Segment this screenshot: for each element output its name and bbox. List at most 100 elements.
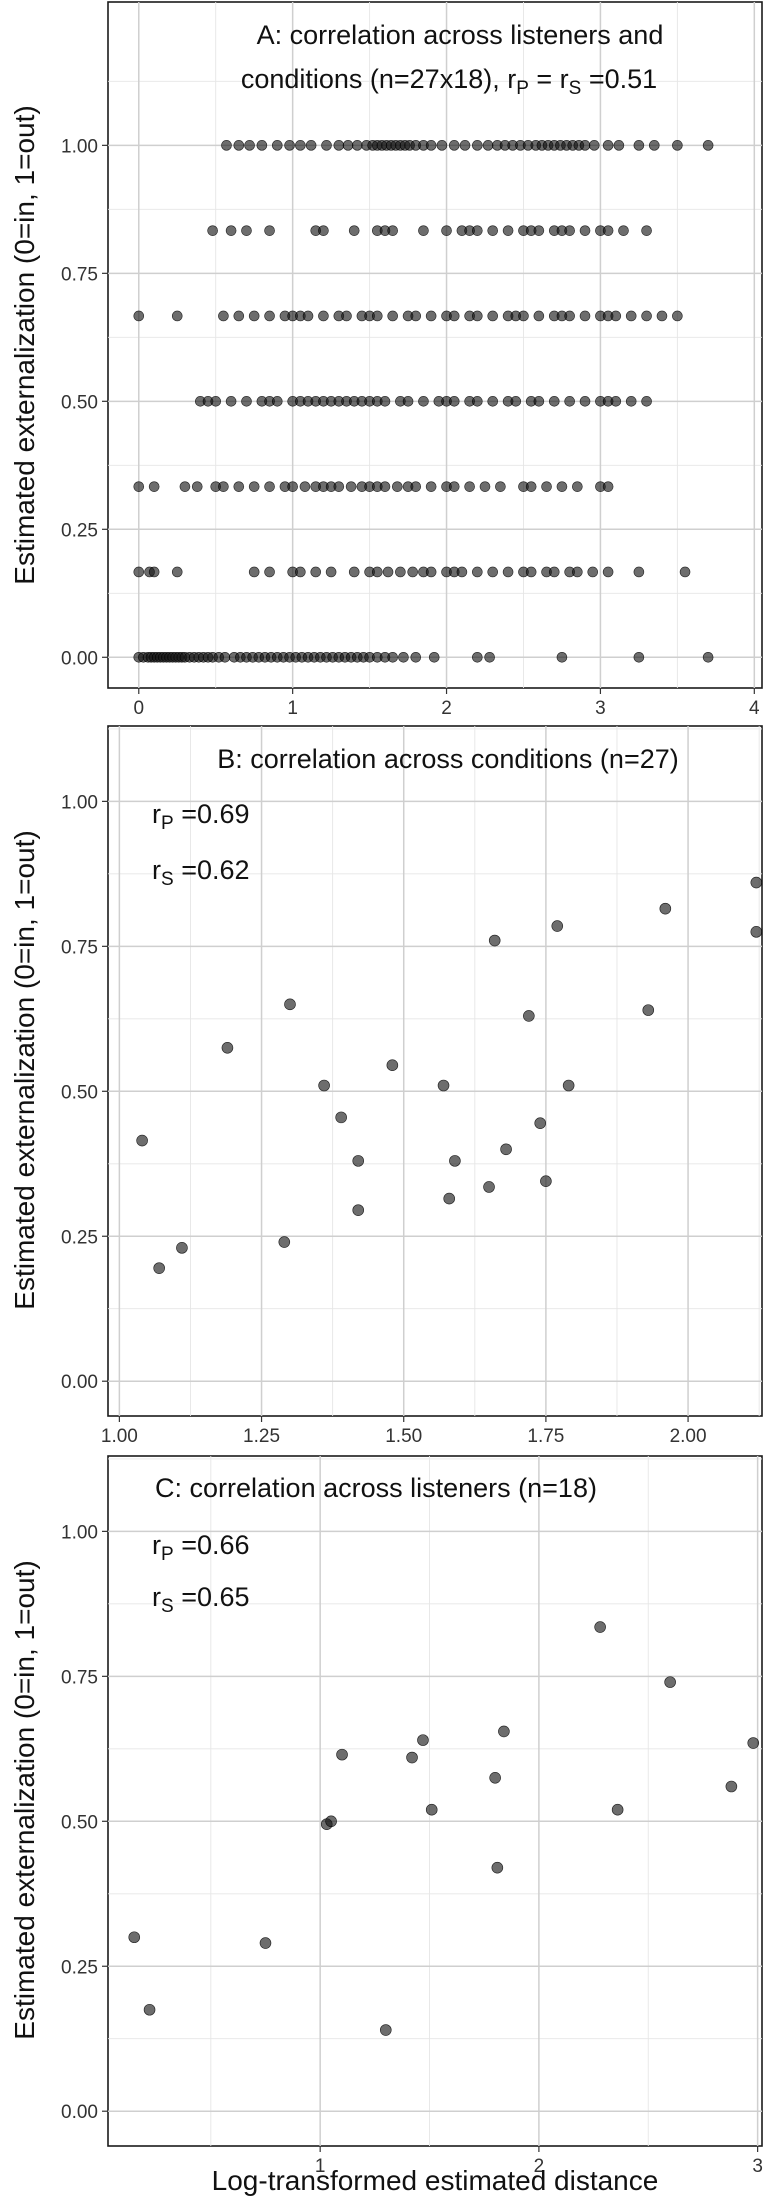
scatter-point: [572, 481, 583, 492]
scatter-point: [618, 225, 629, 236]
panel-b-rs-value: =0.62: [174, 855, 250, 885]
panel-b: 1.00 1.25 1.50 1.75 2.000.000.250.500.751.00…: [9, 725, 763, 1447]
scatter-point: [672, 140, 683, 151]
scatter-point: [128, 1931, 141, 1944]
scatter-point: [587, 566, 599, 578]
panel-a-points: [133, 140, 714, 663]
scatter-point: [410, 310, 422, 322]
scatter-point: [448, 481, 460, 492]
scatter-point: [572, 566, 583, 578]
scatter-point: [218, 481, 229, 492]
scatter-point: [472, 225, 483, 236]
x-tick-label: 1: [287, 698, 298, 719]
panel-a-title-line2-pre: conditions (n=27x18), r: [241, 64, 516, 94]
panel-b-rs-r: r: [152, 855, 161, 885]
scatter-point: [564, 396, 575, 407]
scatter-point: [579, 225, 591, 236]
scatter-point: [386, 1059, 399, 1072]
scatter-point: [564, 225, 575, 236]
scatter-point: [143, 2003, 156, 2016]
scatter-point: [610, 396, 622, 407]
scatter-point: [148, 566, 160, 578]
scatter-point: [487, 225, 499, 236]
scatter-point: [602, 140, 614, 151]
scatter-point: [287, 481, 298, 492]
panel-c: 1 2 3 0.00 0.25 0.50 0.75 1.00 C: correlation a…: [9, 1455, 763, 2177]
x-tick-label: 2: [534, 2156, 545, 2177]
scatter-point: [436, 140, 448, 151]
scatter-point: [750, 876, 763, 889]
scatter-point: [672, 310, 683, 322]
x-axis-label: Log-transformed estimated distance: [212, 2165, 659, 2196]
panel-a: 0 1 2 3 4 0.00 0.25 0.50 0.75 1.00 A: correlation…: [9, 1, 763, 719]
scatter-point: [342, 140, 354, 151]
scatter-point: [335, 1111, 347, 1124]
scatter-point: [579, 310, 591, 322]
scatter-point: [133, 481, 145, 492]
panel-c-stat-spearman: rS =0.65: [152, 1582, 250, 1617]
scatter-point: [482, 140, 494, 151]
scatter-point: [551, 920, 564, 932]
panel-b-rp-r: r: [152, 799, 161, 829]
x-tick-label: 3: [595, 698, 606, 719]
scatter-point: [518, 310, 529, 322]
scatter-point: [525, 481, 537, 492]
scatter-point: [136, 1134, 148, 1147]
scatter-point: [221, 140, 232, 151]
panel-c-rs-r: r: [152, 1582, 161, 1612]
scatter-point: [487, 310, 499, 322]
scatter-point: [348, 225, 360, 236]
scatter-point: [248, 566, 260, 578]
panel-b-title: B: correlation across conditions (n=27): [217, 744, 678, 774]
scatter-point: [225, 225, 237, 236]
scatter-point: [641, 396, 652, 407]
scatter-point: [225, 396, 237, 407]
scatter-point: [318, 1079, 330, 1092]
panel-a-y-axis-label: Estimated externalization (0=in, 1=out): [9, 105, 40, 584]
y-tick-label: 0.75: [61, 937, 98, 958]
scatter-point: [299, 481, 311, 492]
scatter-point: [295, 140, 306, 151]
panel-a-title-line2-mid: = r: [529, 64, 569, 94]
y-tick-label: 0.50: [61, 1812, 98, 1833]
scatter-point: [351, 140, 363, 151]
scatter-point: [502, 225, 514, 236]
scatter-point: [656, 310, 668, 322]
panel-c-rp-subscript: P: [161, 1544, 174, 1565]
scatter-point: [333, 481, 345, 492]
scatter-point: [448, 140, 460, 151]
scatter-point: [428, 651, 440, 663]
scatter-point: [425, 481, 437, 492]
panel-c-y-axis-label: Estimated externalization (0=in, 1=out): [9, 1560, 40, 2039]
panel-b-stat-spearman: rS =0.62: [152, 855, 250, 890]
scatter-point: [588, 140, 600, 151]
scatter-point: [502, 566, 514, 578]
scatter-point: [449, 1155, 461, 1167]
panel-c-rs-subscript: S: [161, 1596, 174, 1617]
scatter-point: [602, 481, 614, 492]
panel-c-rp-value: =0.66: [174, 1530, 250, 1560]
scatter-point: [540, 1175, 552, 1187]
scatter-point: [333, 140, 345, 151]
scatter-point: [548, 396, 560, 407]
panel-a-ticks: 0 1 2 3 4 0.00 0.25 0.50 0.75 1.00: [61, 136, 760, 719]
scatter-point: [425, 140, 437, 151]
scatter-point: [437, 1079, 450, 1092]
scatter-point: [456, 566, 468, 578]
scatter-point: [425, 1803, 438, 1816]
x-tick-label: 0: [133, 698, 144, 719]
scatter-point: [305, 140, 317, 151]
scatter-point: [259, 1937, 272, 1949]
scatter-point: [556, 481, 568, 492]
scatter-point: [171, 310, 183, 322]
panel-c-rp-r: r: [152, 1530, 161, 1560]
scatter-point: [264, 481, 275, 492]
y-tick-label: 0.50: [61, 1082, 98, 1103]
scatter-point: [191, 481, 203, 492]
scatter-point: [302, 310, 314, 322]
scatter-point: [410, 651, 422, 663]
scatter-point: [472, 396, 483, 407]
panel-c-rs-value: =0.65: [174, 1582, 250, 1612]
scatter-point: [472, 566, 483, 578]
scatter-point: [533, 396, 545, 407]
